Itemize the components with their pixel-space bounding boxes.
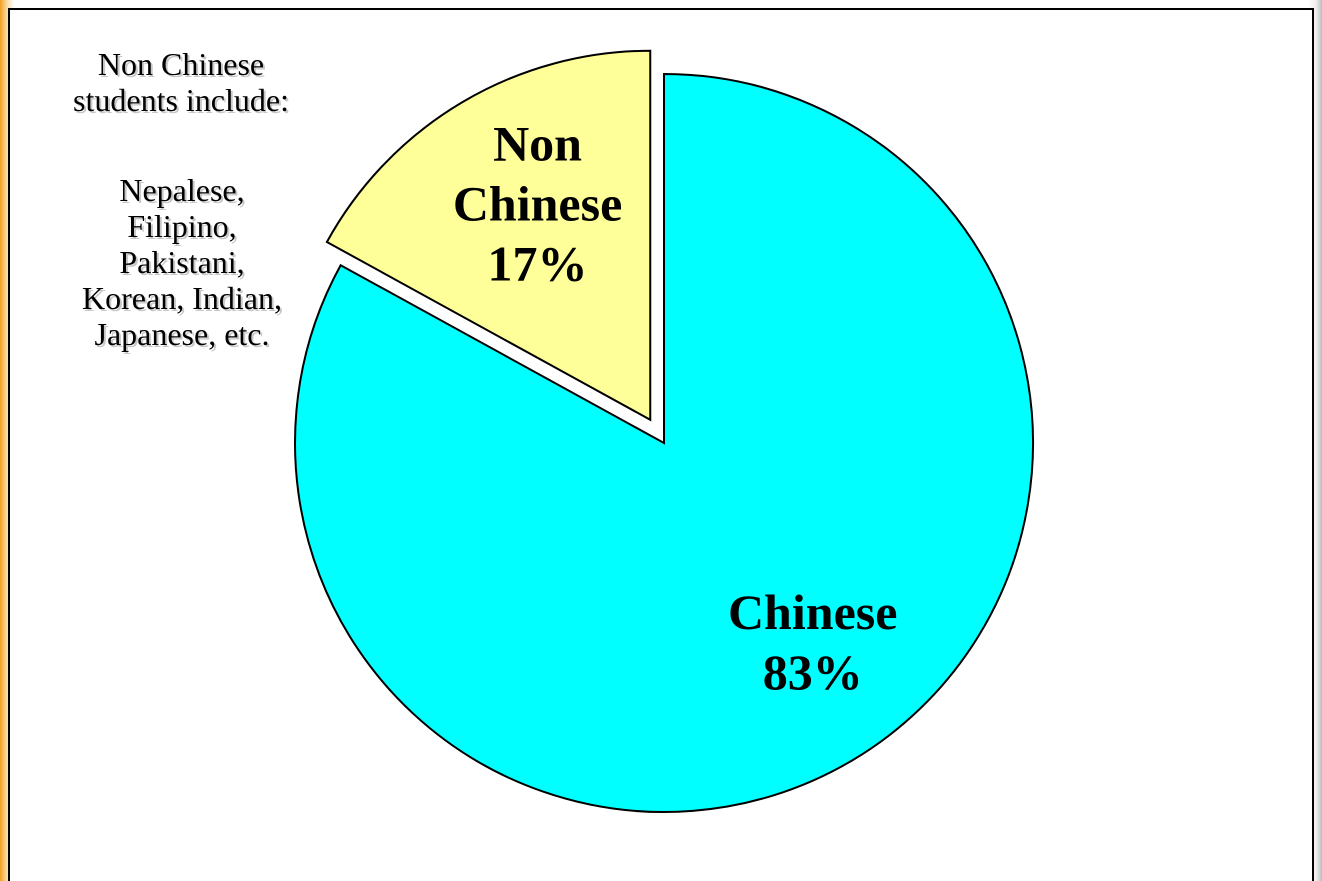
non-chinese-note-heading: Non Chinese students include: xyxy=(73,46,289,118)
non-chinese-nationality-list: Nepalese, Filipino, Pakistani, Korean, I… xyxy=(82,172,282,352)
pie-slice-chinese xyxy=(294,72,1034,813)
slice-name-label: Chinese xyxy=(728,584,897,640)
slice-percent-label: 17% xyxy=(488,236,588,292)
slice-percent-label: 83% xyxy=(763,644,863,700)
pie-slice-non-chinese xyxy=(325,49,652,422)
slice-name-label: Chinese xyxy=(453,176,622,232)
slice-name-label: Non xyxy=(493,116,582,172)
